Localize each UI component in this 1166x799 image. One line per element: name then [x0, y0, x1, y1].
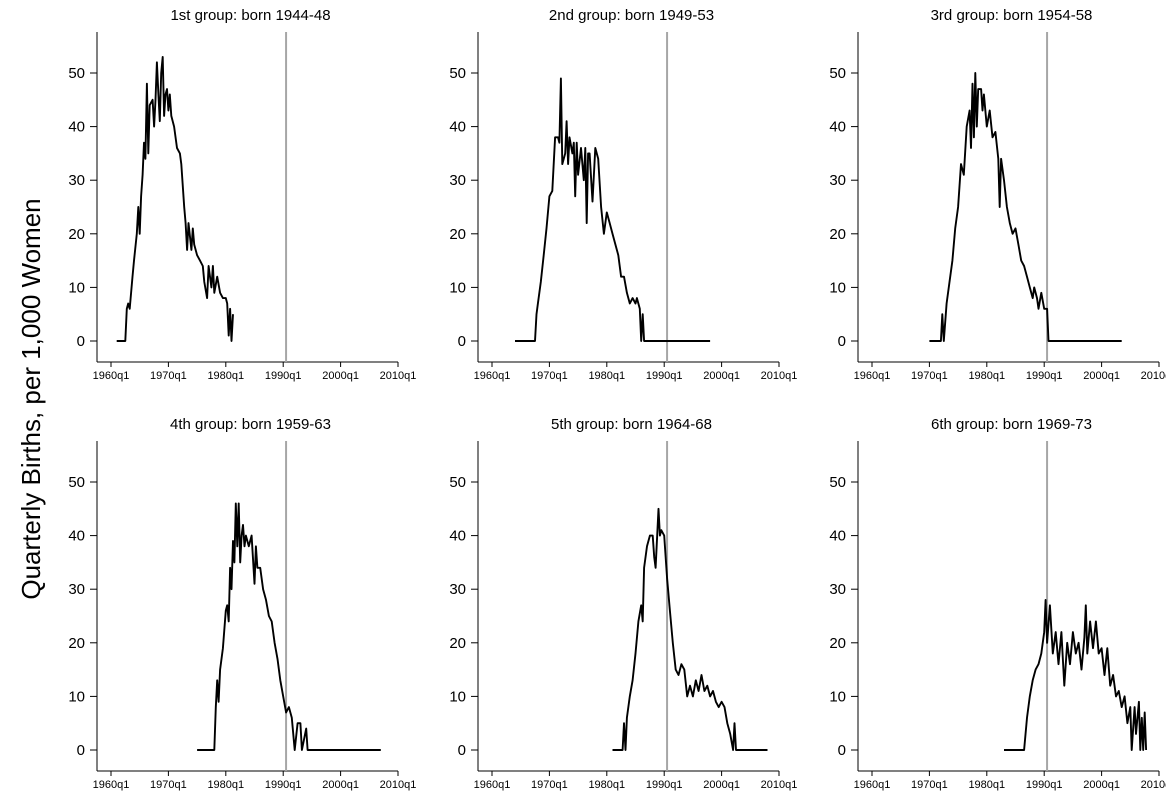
- x-tick-label: 1960q1: [854, 370, 891, 382]
- y-tick-label: 20: [829, 226, 846, 243]
- x-tick-label: 2010q1: [761, 370, 798, 382]
- x-tick-label: 2000q1: [1083, 779, 1120, 791]
- x-tick-label: 2010q1: [761, 779, 798, 791]
- x-tick-label: 2000q1: [322, 370, 359, 382]
- y-tick-label: 0: [77, 742, 85, 759]
- y-tick-label: 40: [449, 528, 466, 545]
- y-tick-label: 50: [829, 65, 846, 82]
- y-tick-label: 50: [829, 474, 846, 491]
- x-tick-label: 2010q1: [1141, 370, 1166, 382]
- panel-1: 1st group: born 1944-48 0 10 20 30 40 50 1960q1…: [68, 7, 416, 382]
- panel-title: 2nd group: born 1949-53: [549, 7, 714, 24]
- x-tick-label: 1980q1: [968, 779, 1005, 791]
- x-tick-label: 1960q1: [854, 779, 891, 791]
- y-tick-label: 20: [829, 635, 846, 652]
- x-tick-label: 1990q1: [265, 779, 302, 791]
- y-tick-label: 30: [449, 172, 466, 189]
- y-tick-label: 50: [68, 65, 85, 82]
- series-line: [197, 502, 381, 751]
- x-tick-label: 1970q1: [911, 370, 948, 382]
- x-tick-label: 2000q1: [703, 779, 740, 791]
- x-tick-label: 1980q1: [588, 779, 625, 791]
- y-tick-label: 30: [449, 581, 466, 598]
- y-tick-label: 20: [449, 635, 466, 652]
- x-tick-label: 2010q1: [380, 779, 417, 791]
- x-tick-label: 1980q1: [207, 779, 244, 791]
- y-tick-label: 10: [829, 688, 846, 705]
- y-tick-label: 30: [68, 172, 85, 189]
- y-tick-label: 20: [449, 226, 466, 243]
- x-tick-label: 2010q1: [380, 370, 417, 382]
- y-tick-label: 30: [829, 172, 846, 189]
- series-line: [929, 72, 1122, 342]
- x-tick-label: 1980q1: [588, 370, 625, 382]
- x-tick-label: 2000q1: [322, 779, 359, 791]
- panel-title: 4th group: born 1959-63: [170, 416, 331, 433]
- panel-2: 2nd group: born 1949-53 0 10 20 30 40 50 1960q1…: [449, 7, 797, 382]
- panel-title: 6th group: born 1969-73: [931, 416, 1092, 433]
- y-tick-label: 0: [458, 742, 466, 759]
- y-tick-label: 20: [68, 635, 85, 652]
- panel-5: 5th group: born 1964-68 0 10 20 30 40 50 1960q1…: [449, 416, 797, 791]
- y-tick-label: 0: [838, 742, 846, 759]
- y-tick-label: 40: [829, 119, 846, 136]
- panel-3: 3rd group: born 1954-58 0 10 20 30 40 50 1960q1…: [829, 7, 1166, 382]
- y-tick-label: 0: [838, 333, 846, 350]
- chart-panels: 1st group: born 1944-48 0 10 20 30 40 50 1960q1…: [68, 7, 1166, 791]
- x-tick-label: 1990q1: [265, 370, 302, 382]
- x-tick-label: 1990q1: [646, 370, 683, 382]
- y-tick-label: 20: [68, 226, 85, 243]
- x-tick-label: 1980q1: [968, 370, 1005, 382]
- y-tick-label: 10: [829, 279, 846, 296]
- x-tick-label: 1990q1: [1026, 370, 1063, 382]
- panel-title: 1st group: born 1944-48: [170, 7, 330, 24]
- x-tick-label: 1960q1: [474, 779, 511, 791]
- x-tick-label: 2000q1: [1083, 370, 1120, 382]
- x-tick-label: 1970q1: [911, 779, 948, 791]
- y-tick-label: 50: [449, 474, 466, 491]
- series-line: [116, 55, 234, 342]
- y-tick-label: 10: [68, 688, 85, 705]
- panel-title: 5th group: born 1964-68: [551, 416, 712, 433]
- series-line: [612, 507, 768, 751]
- x-tick-label: 1990q1: [1026, 779, 1063, 791]
- x-tick-label: 2010q1: [1141, 779, 1166, 791]
- y-tick-label: 10: [449, 688, 466, 705]
- y-tick-label: 50: [68, 474, 85, 491]
- y-tick-label: 30: [68, 581, 85, 598]
- x-tick-label: 1990q1: [646, 779, 683, 791]
- y-tick-label: 40: [68, 119, 85, 136]
- y-tick-label: 0: [458, 333, 466, 350]
- series-line: [1004, 598, 1148, 751]
- y-tick-label: 40: [449, 119, 466, 136]
- y-axis-label: Quarterly Births, per 1,000 Women: [16, 198, 46, 599]
- y-tick-label: 10: [68, 279, 85, 296]
- x-tick-label: 1970q1: [531, 779, 568, 791]
- x-tick-label: 1970q1: [150, 779, 187, 791]
- x-tick-label: 1960q1: [93, 370, 130, 382]
- panel-6: 6th group: born 1969-73 0 10 20 30 40 50 1960q1…: [829, 416, 1166, 791]
- y-tick-label: 30: [829, 581, 846, 598]
- x-tick-label: 1980q1: [207, 370, 244, 382]
- y-tick-label: 40: [829, 528, 846, 545]
- x-tick-label: 2000q1: [703, 370, 740, 382]
- y-tick-label: 0: [77, 333, 85, 350]
- x-tick-label: 1960q1: [93, 779, 130, 791]
- x-tick-label: 1960q1: [474, 370, 511, 382]
- series-line: [515, 77, 711, 342]
- x-tick-label: 1970q1: [150, 370, 187, 382]
- y-tick-label: 50: [449, 65, 466, 82]
- y-tick-label: 10: [449, 279, 466, 296]
- x-tick-label: 1970q1: [531, 370, 568, 382]
- panel-4: 4th group: born 1959-63 0 10 20 30 40 50 1960q1…: [68, 416, 416, 791]
- panel-title: 3rd group: born 1954-58: [931, 7, 1093, 24]
- y-tick-label: 40: [68, 528, 85, 545]
